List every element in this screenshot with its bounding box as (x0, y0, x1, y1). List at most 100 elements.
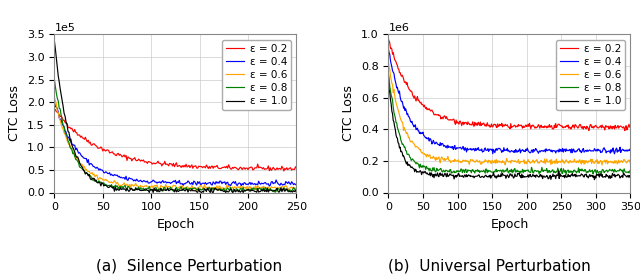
ε = 0.8 (214, 188, 222, 192)
ε = 0.4 (51, 100, 58, 104)
ε = 1.0 (499, 172, 506, 175)
ε = 0.6 (215, 185, 223, 188)
ε = 0.4 (498, 151, 506, 154)
ε = 0.6 (51, 96, 58, 99)
ε = 0.6 (161, 187, 168, 190)
ε = 0.4 (214, 180, 222, 184)
ε = 1.0 (589, 174, 596, 177)
ε = 0.6 (198, 185, 205, 188)
ε = 0.6 (508, 159, 515, 162)
ε = 0.6 (385, 60, 392, 63)
ε = 1.0 (195, 187, 202, 191)
ε = 0.6 (498, 161, 506, 164)
Text: (b)  Universal Perturbation: (b) Universal Perturbation (388, 258, 591, 274)
ε = 0.8 (145, 185, 153, 188)
ε = 0.8 (51, 78, 58, 81)
ε = 0.4 (481, 146, 489, 150)
ε = 0.4 (627, 149, 634, 152)
X-axis label: Epoch: Epoch (490, 218, 529, 231)
ε = 0.6 (589, 158, 596, 161)
Y-axis label: CTC Loss: CTC Loss (8, 86, 21, 141)
ε = 0.8 (271, 191, 279, 194)
ε = 1.0 (627, 174, 634, 178)
ε = 0.2 (292, 167, 300, 170)
ε = 0.2 (161, 160, 168, 163)
Line: ε = 0.2: ε = 0.2 (388, 39, 630, 131)
ε = 0.2 (627, 126, 634, 130)
ε = 0.4 (145, 182, 153, 185)
ε = 1.0 (508, 174, 515, 178)
ε = 0.2 (196, 165, 204, 168)
ε = 0.8 (292, 187, 300, 191)
ε = 0.4 (292, 183, 300, 187)
Text: 1e6: 1e6 (388, 23, 409, 33)
X-axis label: Epoch: Epoch (156, 218, 195, 231)
ε = 0.4 (194, 180, 202, 183)
ε = 0.2 (51, 107, 58, 111)
ε = 0.6 (234, 185, 241, 188)
ε = 0.2 (385, 37, 392, 41)
ε = 0.8 (563, 173, 570, 176)
ε = 0.2 (194, 167, 202, 170)
ε = 0.6 (598, 163, 606, 167)
ε = 0.4 (266, 185, 273, 188)
Line: ε = 1.0: ε = 1.0 (54, 41, 296, 192)
ε = 0.4 (601, 148, 609, 152)
ε = 0.8 (589, 172, 597, 176)
ε = 0.2 (280, 169, 287, 173)
ε = 0.8 (602, 169, 609, 173)
ε = 0.2 (232, 166, 240, 170)
ε = 0.8 (194, 188, 202, 191)
ε = 0.6 (193, 189, 200, 192)
Line: ε = 0.6: ε = 0.6 (54, 98, 296, 191)
ε = 0.6 (499, 159, 506, 162)
ε = 0.8 (508, 168, 515, 171)
ε = 1.0 (145, 191, 153, 194)
ε = 0.2 (601, 128, 609, 131)
ε = 0.4 (499, 149, 506, 152)
ε = 0.8 (481, 172, 489, 175)
ε = 0.8 (499, 168, 506, 172)
ε = 1.0 (51, 40, 58, 43)
ε = 1.0 (292, 191, 300, 194)
ε = 0.6 (481, 158, 489, 161)
Line: ε = 0.6: ε = 0.6 (388, 61, 630, 165)
ε = 1.0 (498, 175, 506, 178)
ε = 0.6 (627, 162, 634, 165)
ε = 0.8 (385, 72, 392, 76)
ε = 1.0 (385, 80, 392, 84)
Legend: ε = 0.2, ε = 0.4, ε = 0.6, ε = 0.8, ε = 1.0: ε = 0.2, ε = 0.4, ε = 0.6, ε = 0.8, ε = … (221, 40, 291, 111)
ε = 1.0 (162, 189, 170, 192)
ε = 0.6 (195, 186, 202, 189)
Line: ε = 0.8: ε = 0.8 (54, 79, 296, 192)
Y-axis label: CTC Loss: CTC Loss (342, 86, 355, 141)
Line: ε = 0.8: ε = 0.8 (388, 74, 630, 174)
ε = 0.4 (232, 183, 240, 187)
ε = 0.8 (627, 168, 634, 172)
ε = 0.2 (481, 125, 489, 128)
ε = 0.2 (145, 160, 153, 163)
Line: ε = 0.4: ε = 0.4 (54, 102, 296, 186)
ε = 0.6 (145, 186, 153, 189)
ε = 0.2 (214, 166, 222, 169)
ε = 0.2 (589, 126, 596, 129)
ε = 0.4 (589, 149, 596, 152)
ε = 1.0 (481, 174, 489, 177)
ε = 0.4 (385, 47, 392, 50)
Line: ε = 1.0: ε = 1.0 (388, 82, 630, 180)
ε = 1.0 (602, 175, 609, 179)
ε = 0.8 (196, 188, 204, 191)
Line: ε = 0.4: ε = 0.4 (388, 49, 630, 154)
ε = 0.6 (602, 161, 609, 165)
Line: ε = 0.2: ε = 0.2 (54, 109, 296, 171)
ε = 1.0 (147, 188, 154, 191)
ε = 0.4 (508, 149, 515, 152)
ε = 0.6 (292, 188, 300, 191)
ε = 1.0 (215, 188, 223, 191)
Text: (a)  Silence Perturbation: (a) Silence Perturbation (96, 258, 282, 274)
Legend: ε = 0.2, ε = 0.4, ε = 0.6, ε = 0.8, ε = 1.0: ε = 0.2, ε = 0.4, ε = 0.6, ε = 0.8, ε = … (556, 40, 625, 111)
ε = 0.4 (611, 152, 618, 155)
ε = 1.0 (591, 178, 598, 181)
ε = 1.0 (234, 188, 241, 192)
ε = 0.8 (161, 186, 168, 189)
